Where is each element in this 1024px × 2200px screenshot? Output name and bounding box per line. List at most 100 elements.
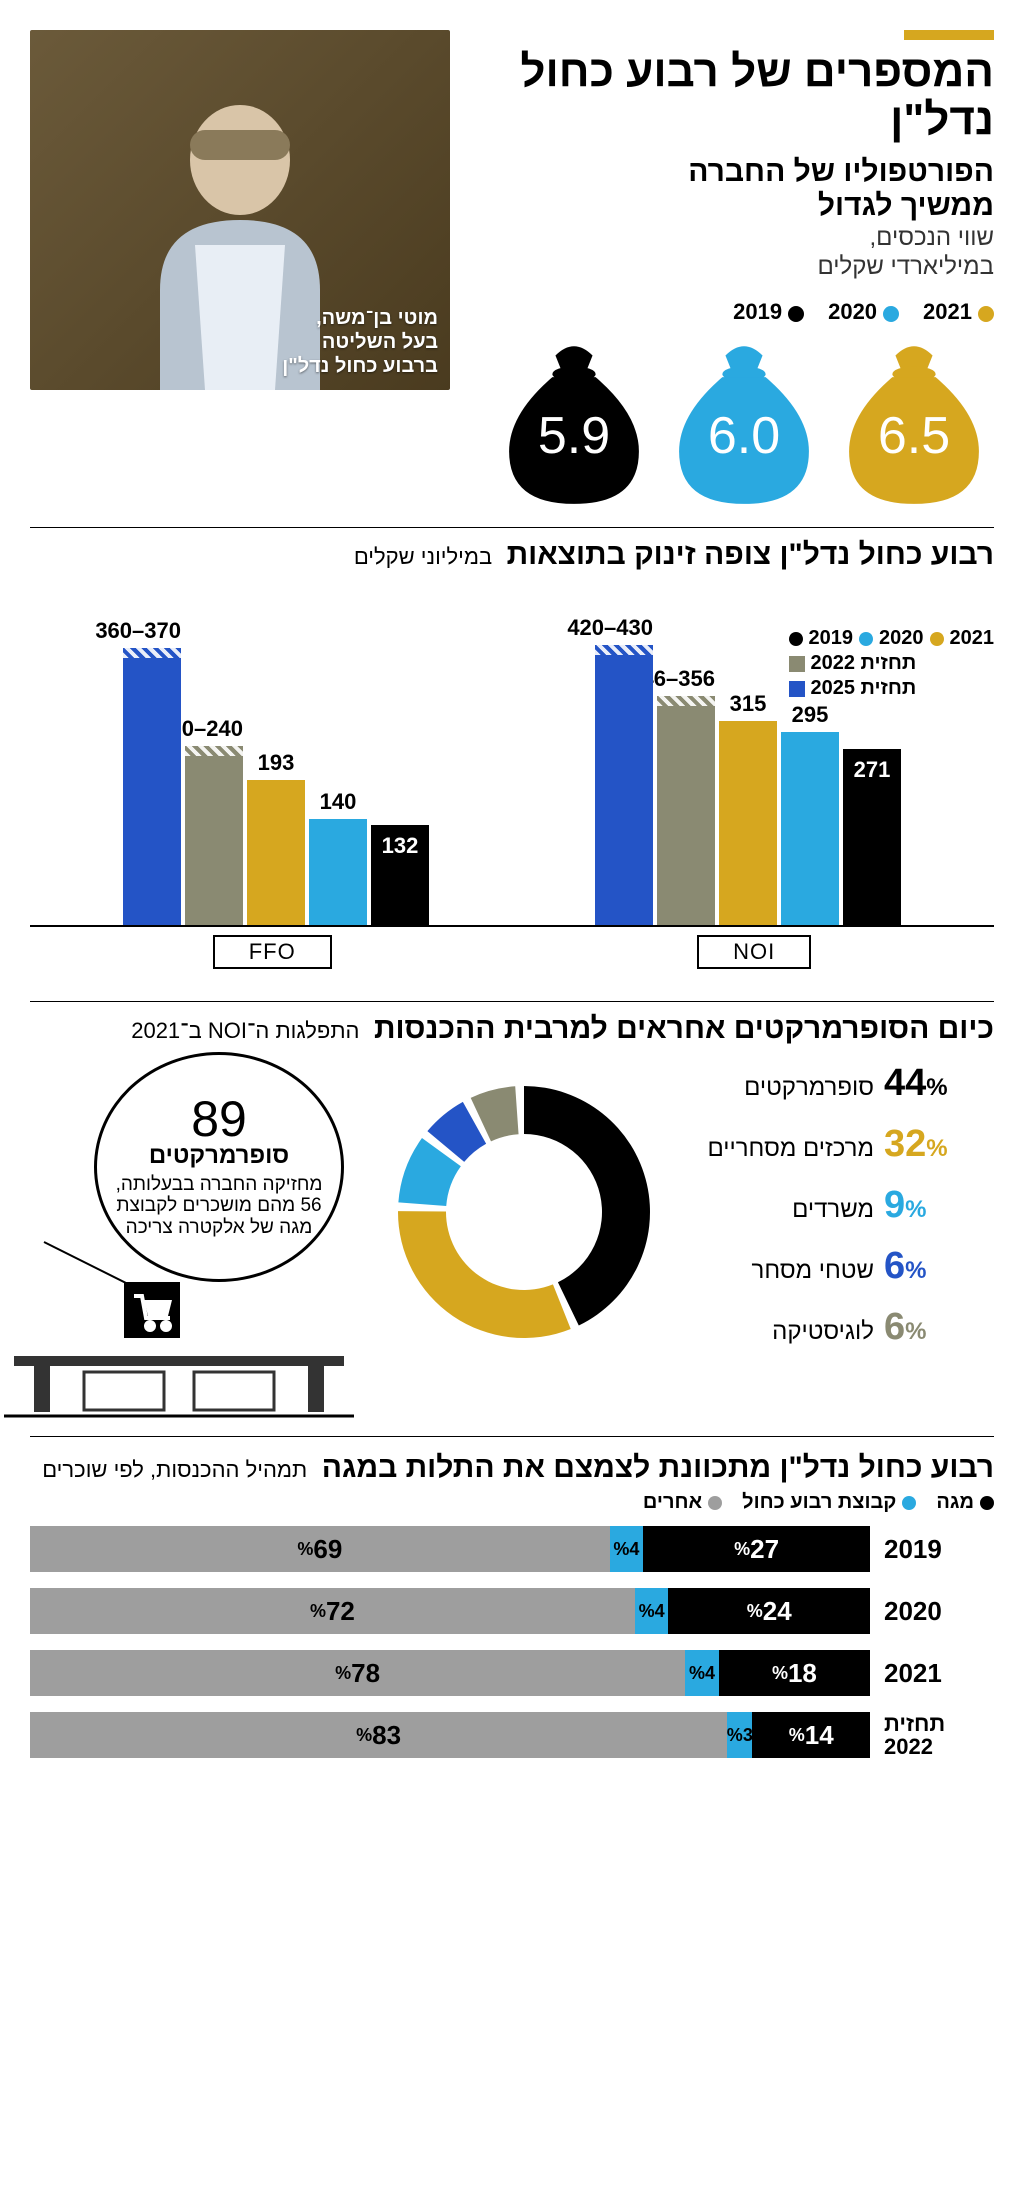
- bag-value: 6.0: [708, 406, 780, 466]
- photo-caption-l3: ברבוע כחול נדל"ן: [282, 354, 438, 378]
- legend-item: 2019: [733, 299, 804, 325]
- stacked-legend: מגה קבוצת רבוע כחול אחרים: [30, 1491, 994, 1514]
- group-label: NOI: [697, 935, 811, 969]
- subtitle-light-1: שווי הנכסים,: [470, 224, 994, 253]
- stacked-year: 2019: [884, 1534, 994, 1565]
- stacked-title: רבוע כחול נדל"ן מתכוונת לצמצם את התלות ב…: [322, 1451, 994, 1484]
- bar: 315: [719, 721, 777, 925]
- stacked-bar: 27%4%69%: [30, 1526, 870, 1572]
- donut-legend: 44% סופרמרקטים 32% מרכזים מסחריים 9% משר…: [694, 1062, 994, 1367]
- photo-caption-l1: מוטי בן־משה,: [282, 306, 438, 330]
- bar: 295: [781, 732, 839, 925]
- legend-item: תחזית 2022: [789, 652, 995, 675]
- bar-group: 132 140 193 240–230 370–360: [123, 648, 429, 925]
- stacked-seg: 18%: [719, 1650, 870, 1696]
- page-title: המספרים של רבוע כחול נדל"ן: [470, 48, 994, 145]
- bag-value: 5.9: [538, 406, 610, 466]
- legend-item: קבוצת רבוע כחול: [742, 1491, 916, 1514]
- stacked-bar: 14%3%83%: [30, 1712, 870, 1758]
- donut-pct: 9%: [884, 1184, 994, 1227]
- donut-title: כיום הסופרמרקטים אחראים למרבית ההכנסות: [374, 1012, 994, 1045]
- header-row: המספרים של רבוע כחול נדל"ן הפורטפוליו של…: [30, 30, 994, 507]
- stacked-seg: 24%: [668, 1588, 870, 1634]
- donut-legend-item: 32% מרכזים מסחריים: [694, 1123, 994, 1166]
- store-icon: [4, 1232, 354, 1422]
- bag-value: 6.5: [878, 406, 950, 466]
- photo-caption: מוטי בן־משה, בעל השליטה ברבוע כחול נדל"ן: [282, 306, 438, 378]
- legend-item: מגה: [936, 1491, 994, 1514]
- bar-label: 132: [371, 833, 429, 859]
- separator: [30, 527, 994, 528]
- donut-legend-item: 6% שטחי מסחר: [694, 1245, 994, 1288]
- stacked-row: תחזית2022 14%3%83%: [30, 1712, 994, 1758]
- asset-bag: 5.9: [494, 337, 654, 507]
- bar-label: 240–230: [185, 716, 243, 742]
- bar: 430–420: [595, 645, 653, 925]
- stacked-row: 2019 27%4%69%: [30, 1526, 994, 1572]
- donut-pct: 6%: [884, 1245, 994, 1288]
- stacked-seg: 4%: [685, 1650, 719, 1696]
- bar: 193: [247, 780, 305, 926]
- stacked-bar: 18%4%78%: [30, 1650, 870, 1696]
- bars-subtitle: במיליוני שקלים: [354, 544, 492, 569]
- legend-item: 2021: [923, 299, 994, 325]
- donut-label: סופרמרקטים: [744, 1075, 874, 1101]
- subtitle-bold-2: ממשיך לגדול: [470, 189, 994, 224]
- donut-pct: 32%: [884, 1123, 994, 1166]
- bar-label: 271: [843, 757, 901, 783]
- bar-label: 430–420: [595, 615, 653, 641]
- stacked-seg: 83%: [30, 1712, 727, 1758]
- callout-number: 89: [191, 1090, 247, 1148]
- subtitle-bold-1: הפורטפוליו של החברה: [470, 155, 994, 190]
- donut-legend-item: 6% לוגיסטיקה: [694, 1306, 994, 1349]
- donut-section: כיום הסופרמרקטים אחראים למרבית ההכנסות ה…: [30, 1012, 994, 1422]
- stacked-rows: 2019 27%4%69% 2020 24%4%72% 2021 18%4%78…: [30, 1526, 994, 1758]
- bar-label: 370–360: [123, 618, 181, 644]
- stacked-seg: 4%: [610, 1526, 644, 1572]
- stacked-seg: 72%: [30, 1588, 635, 1634]
- stacked-seg: 69%: [30, 1526, 610, 1572]
- legend-item: 2019: [809, 627, 854, 650]
- assets-legend: 2021 2020 2019: [470, 299, 994, 325]
- callout-title: סופרמרקטים: [149, 1142, 289, 1170]
- stacked-year: 2021: [884, 1658, 994, 1689]
- donut-label: משרדים: [792, 1197, 874, 1223]
- ceo-photo: מוטי בן־משה, בעל השליטה ברבוע כחול נדל"ן: [30, 30, 450, 390]
- legend-item: 2020: [879, 627, 924, 650]
- stacked-section: רבוע כחול נדל"ן מתכוונת לצמצם את התלות ב…: [30, 1451, 994, 1758]
- bar: 140: [309, 819, 367, 925]
- donut-legend-item: 44% סופרמרקטים: [694, 1062, 994, 1105]
- bar: 132: [371, 825, 429, 926]
- stacked-subtitle: תמהיל ההכנסות, לפי שוכרים: [42, 1457, 307, 1482]
- donut-label: מרכזים מסחריים: [707, 1136, 874, 1162]
- stacked-seg: 14%: [752, 1712, 870, 1758]
- bar: 240–230: [185, 746, 243, 925]
- bars-title: רבוע כחול נדל"ן צופה זינוק בתוצאות: [507, 538, 994, 571]
- asset-bag: 6.0: [664, 337, 824, 507]
- donut-pct: 6%: [884, 1306, 994, 1349]
- donut-chart: [374, 1062, 674, 1367]
- photo-caption-l2: בעל השליטה: [282, 330, 438, 354]
- bar: 370–360: [123, 648, 181, 925]
- bar: 271: [843, 749, 901, 925]
- legend-item: 2021: [950, 627, 995, 650]
- callout-body: מחזיקה החברה בבעלותה, 56 מהם מושכרים לקב…: [107, 1174, 331, 1240]
- bar-label: 140: [309, 789, 367, 815]
- stacked-row: 2021 18%4%78%: [30, 1650, 994, 1696]
- group-label: FFO: [213, 935, 332, 969]
- stacked-row: 2020 24%4%72%: [30, 1588, 994, 1634]
- stacked-seg: 3%: [727, 1712, 752, 1758]
- stacked-seg: 27%: [643, 1526, 870, 1572]
- stacked-year: 2020: [884, 1596, 994, 1627]
- bar-label: 356–346: [657, 666, 715, 692]
- legend-item: 2020: [828, 299, 899, 325]
- legend-item: אחרים: [643, 1491, 722, 1514]
- bar-label: 315: [719, 691, 777, 717]
- donut-segment: [398, 1212, 571, 1339]
- bags-row: 6.5 6.0 5.9: [470, 337, 994, 507]
- bar-label: 295: [781, 702, 839, 728]
- donut-label: לוגיסטיקה: [772, 1319, 874, 1345]
- group-labels: NOI FFO: [30, 935, 994, 969]
- stacked-seg: 4%: [635, 1588, 669, 1634]
- accent-bar: [904, 30, 994, 40]
